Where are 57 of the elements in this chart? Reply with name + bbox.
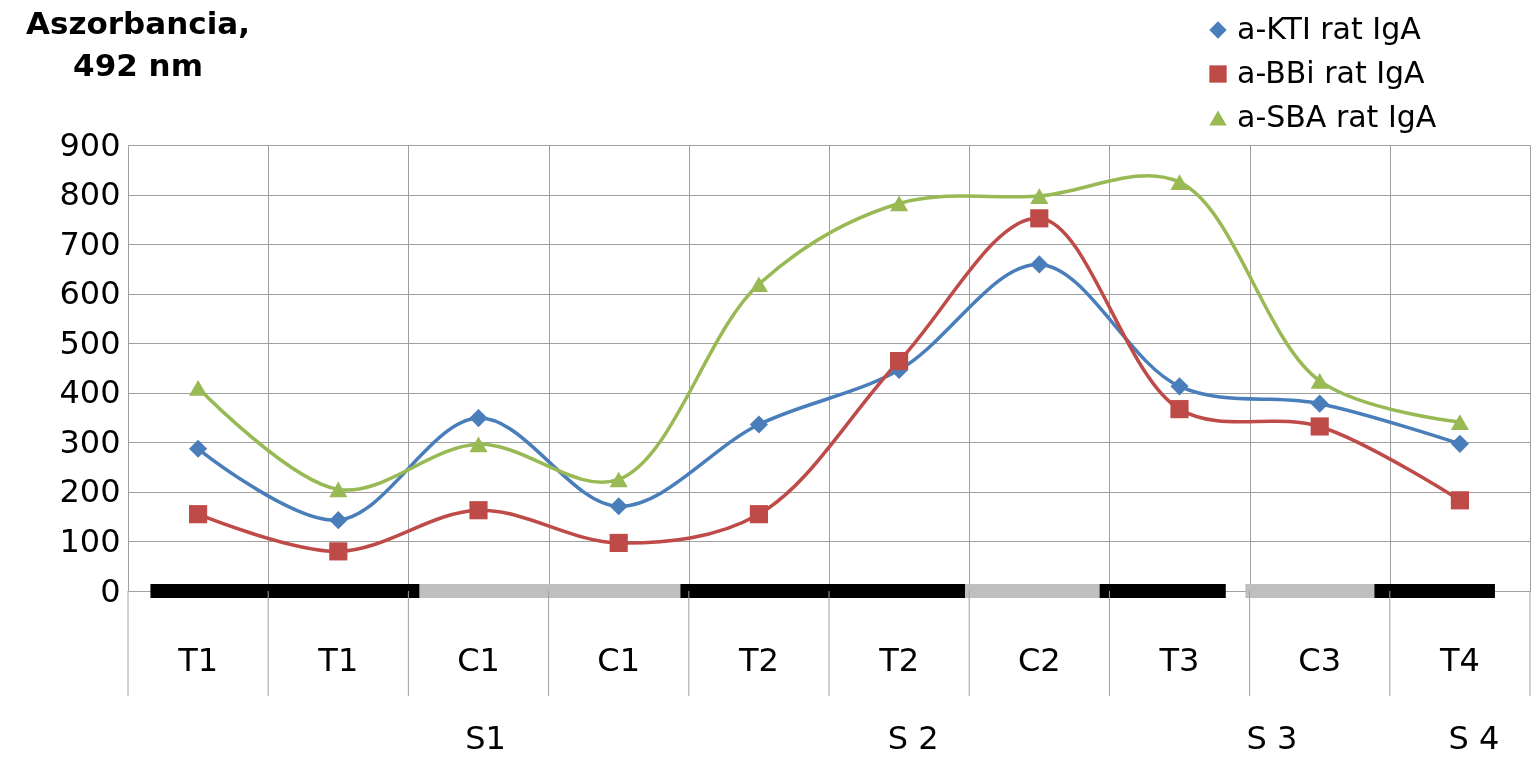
- y-tick-label: 100: [59, 521, 121, 560]
- y-tick-label: 900: [59, 125, 121, 164]
- y-tick-label: 800: [59, 175, 121, 214]
- point: [1450, 491, 1469, 510]
- point: [1310, 417, 1329, 436]
- y-tick-label: 300: [59, 422, 121, 461]
- point: [1030, 188, 1049, 204]
- point: [609, 497, 628, 516]
- point: [1310, 373, 1329, 389]
- y-tick-label: 400: [59, 373, 121, 412]
- text: S 3: [1246, 719, 1298, 757]
- point: [329, 511, 348, 530]
- text: S 2: [887, 719, 939, 757]
- y-tick-label: 700: [59, 224, 121, 263]
- text: S 4: [1448, 719, 1500, 757]
- y-tick-label: 200: [59, 472, 121, 511]
- x-tick-label: C1: [457, 641, 500, 679]
- x-tick-label: T2: [878, 641, 920, 679]
- point: [609, 533, 628, 553]
- x-tick-label: T1: [317, 641, 359, 679]
- point: [469, 501, 488, 520]
- x-tick-label: T2: [737, 641, 779, 679]
- point: [1030, 255, 1049, 274]
- point: [189, 439, 208, 458]
- y-tick-label: 0: [100, 571, 121, 610]
- text: S1: [465, 719, 506, 757]
- point: [609, 471, 628, 488]
- point: [1170, 377, 1189, 396]
- point: [749, 505, 768, 524]
- y-tick-label: 600: [59, 274, 121, 313]
- point: [1170, 174, 1189, 191]
- legend-label: a-BBi rat IgA: [1237, 55, 1426, 90]
- x-tick-label: C1: [597, 641, 641, 679]
- legend-label: a-KTI rat IgA: [1237, 11, 1422, 46]
- x-tick-label: C3: [1298, 641, 1342, 679]
- point: [469, 408, 488, 428]
- point: [329, 542, 348, 561]
- point: [1310, 394, 1329, 413]
- point: [469, 436, 488, 453]
- point: [189, 379, 208, 396]
- x-tick-label: T4: [1438, 641, 1480, 679]
- point: [1450, 434, 1469, 453]
- point: [1450, 414, 1469, 430]
- point: [1170, 400, 1189, 419]
- point: [890, 351, 909, 371]
- point: [749, 415, 768, 434]
- point: [749, 276, 768, 293]
- x-tick-label: T3: [1158, 641, 1200, 679]
- point: [1030, 209, 1049, 228]
- point: [890, 195, 909, 212]
- point: [329, 481, 348, 498]
- x-tick-label: T1: [177, 641, 219, 679]
- x-tick-label: C2: [1017, 641, 1061, 679]
- y-axis-title: Aszorbancia, 492 nm: [26, 5, 250, 83]
- point: [189, 505, 208, 524]
- y-tick-label: 500: [59, 323, 121, 362]
- legend-label: a-SBA rat IgA: [1237, 99, 1437, 134]
